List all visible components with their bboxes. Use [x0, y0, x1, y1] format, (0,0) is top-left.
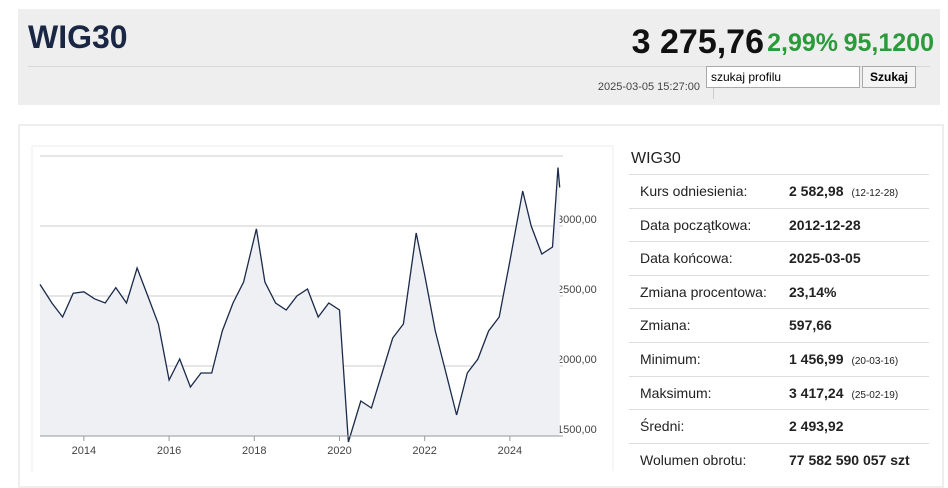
stats-row: Data początkowa: 2012-12-28 [629, 207, 929, 242]
stat-note: (25-02-19) [851, 389, 899, 401]
stats-row: Wolumen obrotu: 77 582 590 057 szt [629, 442, 929, 477]
stat-value: 597,66 [789, 317, 832, 334]
y-tick-label: 1500,00 [557, 424, 597, 436]
stats-row: Zmiana: 597,66 [629, 308, 929, 342]
stats-row: Data końcowa: 2025-03-05 [629, 241, 929, 275]
stat-label: Zmiana procentowa: [640, 283, 767, 300]
change-percent: 2,99% [767, 29, 838, 57]
stat-note: (12-12-28) [851, 188, 899, 199]
stat-label: Zmiana: [640, 317, 691, 334]
x-tick-label: 2016 [157, 445, 181, 457]
change: 95,1200 [843, 29, 934, 57]
stats-title: WIG30 [631, 150, 681, 167]
timestamp: 2025-03-05 15:27:00 [597, 81, 700, 93]
line [39, 167, 561, 443]
search-input[interactable]: szukaj profilu [706, 66, 860, 88]
page: WIG30 3 275,76 2,99% 95,1200 2025-03-05 … [18, 9, 944, 488]
stat-value: 2 493,92 [789, 418, 844, 435]
y-tick-label: 3000,00 [557, 214, 597, 226]
index-value: 3 275,76 [631, 23, 764, 61]
stats-row: Średni: 2 493,92 [629, 409, 929, 443]
stat-value: 1 456,99 (20-03-16) [789, 351, 899, 367]
area [40, 167, 560, 442]
stat-value: 23,14% [789, 283, 837, 300]
y-tick-label: 2000,00 [557, 354, 597, 366]
stats-row: Maksimum: 3 417,24 (25-02-19) [629, 375, 929, 410]
stat-value: 77 582 590 057 szt [789, 451, 910, 468]
header: WIG30 3 275,76 2,99% 95,1200 2025-03-05 … [18, 9, 940, 105]
x-tick-label: 2024 [498, 445, 522, 457]
chart: 1500,00 2000,00 2500,00 3000,00 2014 2016 2018… [31, 145, 614, 471]
stat-label: Wolumen obrotu: [640, 451, 747, 468]
stat-label: Minimum: [640, 351, 701, 367]
stat-label: Data końcowa: [640, 250, 733, 267]
stat-label: Średni: [640, 418, 685, 435]
stat-value: 2025-03-05 [789, 250, 861, 267]
x-tick-label: 2014 [72, 445, 96, 457]
stat-value: 3 417,24 (25-02-19) [789, 384, 899, 401]
stat-label: Maksimum: [640, 384, 712, 401]
stat-value: 2 582,98 (12-12-28) [789, 183, 899, 199]
stat-label: Kurs odniesienia: [640, 183, 748, 199]
stat-value: 2012-12-28 [789, 216, 861, 233]
y-tick-label: 2500,00 [557, 284, 597, 296]
separator [28, 66, 930, 67]
title: WIG30 [28, 19, 128, 55]
stat-label: Data początkowa: [640, 216, 752, 233]
x-tick-label: 2018 [242, 445, 266, 457]
stats-row: Kurs odniesienia: 2 582,98 (12-12-28) [629, 174, 929, 208]
stat-note: (20-03-16) [851, 356, 899, 367]
search-button[interactable]: Szukaj [862, 66, 916, 88]
x-tick-label: 2022 [412, 445, 436, 457]
x-tick-label: 2020 [327, 445, 351, 457]
stats-row: Minimum: 1 456,99 (20-03-16) [629, 342, 929, 376]
stats-row: Zmiana procentowa: 23,14% [629, 274, 929, 309]
